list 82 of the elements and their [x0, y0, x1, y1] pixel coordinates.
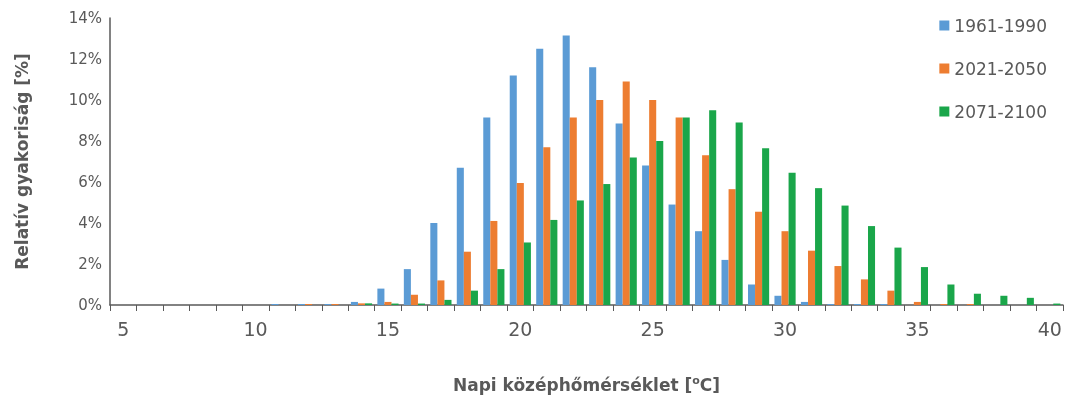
bar [815, 188, 823, 305]
x-tick-label: 30 [772, 317, 798, 340]
bar [576, 200, 584, 305]
bar [543, 147, 551, 305]
bar [463, 251, 471, 305]
bar [516, 183, 524, 305]
x-tick-label: 10 [243, 317, 268, 340]
bar [682, 117, 690, 305]
bar [709, 110, 717, 305]
bar [668, 204, 676, 305]
bar [603, 184, 611, 305]
bar [762, 148, 770, 305]
bar [649, 100, 657, 305]
bar [913, 301, 921, 305]
x-tick-label: 35 [905, 317, 930, 340]
bar [470, 290, 478, 305]
bar [497, 269, 505, 305]
bar [589, 67, 597, 305]
bar [735, 122, 743, 305]
y-tick-label: 8% [78, 132, 102, 150]
bar [947, 284, 955, 305]
y-tick-label: 0% [78, 296, 102, 314]
bar [350, 301, 358, 305]
y-tick-label: 6% [78, 173, 102, 191]
x-tick-label: 15 [375, 317, 401, 340]
bar [403, 269, 411, 305]
y-tick-label: 2% [78, 255, 102, 273]
bar [509, 75, 517, 305]
bar [384, 301, 392, 305]
bar [550, 219, 558, 305]
bar [721, 259, 729, 305]
bar [490, 220, 498, 305]
bar [807, 250, 816, 305]
x-tick-label: 25 [640, 317, 665, 340]
x-tick-label: 5 [117, 317, 130, 340]
legend-label: 2071-2100 [954, 101, 1048, 122]
bar [728, 189, 736, 305]
y-tick-label: 10% [68, 91, 102, 109]
y-axis-title: Relatív gyakoriság [%] [11, 53, 32, 270]
x-tick-label: 40 [1037, 317, 1062, 340]
y-tick-label: 4% [78, 214, 102, 232]
bar [569, 117, 577, 305]
bar [973, 293, 981, 305]
bar [675, 117, 683, 305]
bar [781, 231, 789, 305]
bar [1026, 297, 1034, 305]
y-tick-label: 12% [68, 50, 102, 68]
bar [841, 205, 849, 305]
bar [523, 242, 531, 305]
bar [887, 290, 895, 305]
bar [834, 266, 842, 305]
bar [596, 100, 604, 305]
bar [702, 155, 710, 305]
legend-label: 1961-1990 [954, 15, 1048, 36]
bar [755, 211, 763, 305]
bar [629, 157, 637, 305]
bar [800, 301, 808, 305]
x-tick-label: 20 [508, 317, 533, 340]
y-tick-label: 14% [68, 9, 102, 27]
bar [642, 165, 650, 305]
bar [536, 48, 544, 305]
bar [695, 231, 703, 305]
bar [562, 35, 570, 305]
bar [920, 267, 928, 305]
bar [430, 223, 438, 305]
bar [860, 279, 868, 305]
bar [774, 295, 782, 305]
bar [894, 247, 902, 305]
bar [1000, 295, 1008, 305]
bar [377, 288, 385, 305]
bar [656, 141, 664, 305]
legend-label: 2021-2050 [954, 58, 1048, 79]
bar [456, 167, 464, 305]
bar [483, 117, 491, 305]
bar [615, 123, 623, 305]
bar [437, 280, 445, 305]
bar [444, 299, 452, 305]
bar [747, 284, 756, 305]
bar [622, 81, 630, 305]
bar [410, 294, 418, 305]
bar [867, 226, 876, 305]
bar [788, 172, 796, 305]
